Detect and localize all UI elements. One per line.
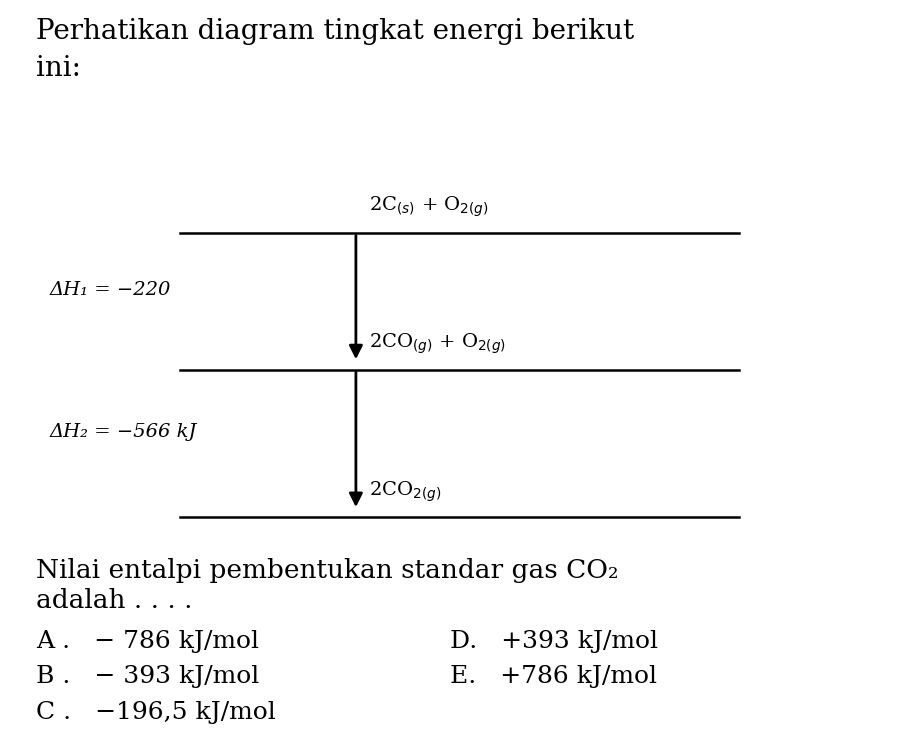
Text: A .   − 786 kJ/mol: A . − 786 kJ/mol — [36, 630, 259, 653]
Text: ini:: ini: — [36, 55, 81, 83]
Text: C .   −196,5 kJ/mol: C . −196,5 kJ/mol — [36, 701, 276, 723]
Text: ΔH₂ = −566 kJ: ΔH₂ = −566 kJ — [50, 423, 197, 441]
Text: 2C$_{(s)}$ + O$_{2(g)}$: 2C$_{(s)}$ + O$_{2(g)}$ — [369, 195, 489, 219]
Text: 2CO$_{2(g)}$: 2CO$_{2(g)}$ — [369, 480, 441, 504]
Text: 2CO$_{(g)}$ + O$_{2(g)}$: 2CO$_{(g)}$ + O$_{2(g)}$ — [369, 332, 506, 356]
Text: E.   +786 kJ/mol: E. +786 kJ/mol — [450, 665, 658, 688]
Text: Perhatikan diagram tingkat energi berikut: Perhatikan diagram tingkat energi beriku… — [36, 18, 634, 46]
Text: Nilai entalpi pembentukan standar gas CO₂: Nilai entalpi pembentukan standar gas CO… — [36, 558, 619, 583]
Text: B .   − 393 kJ/mol: B . − 393 kJ/mol — [36, 665, 259, 688]
Text: D.   +393 kJ/mol: D. +393 kJ/mol — [450, 630, 659, 653]
Text: ΔH₁ = −220: ΔH₁ = −220 — [50, 281, 171, 299]
Text: adalah . . . .: adalah . . . . — [36, 588, 193, 613]
